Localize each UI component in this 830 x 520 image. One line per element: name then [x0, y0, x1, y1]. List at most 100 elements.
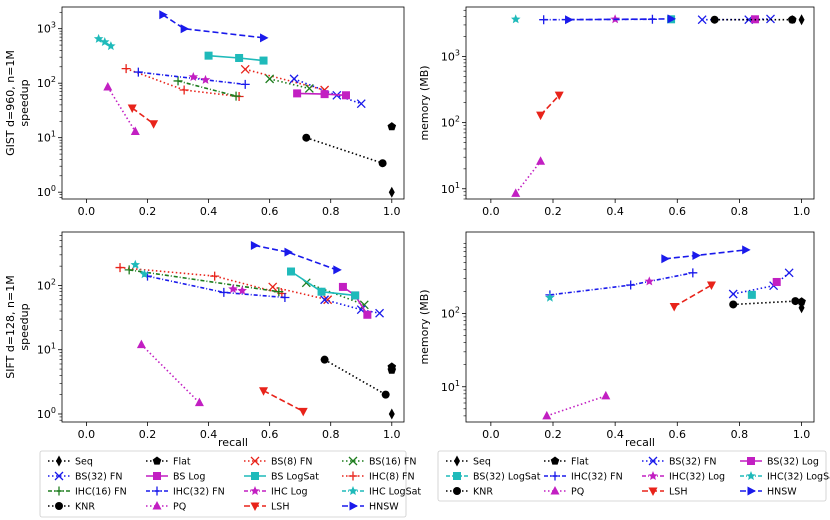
legend-item-seq: Seq	[48, 455, 93, 468]
point-bs-16-fn	[265, 74, 275, 84]
legend-item-pq: PQ	[544, 486, 584, 498]
legend-marker	[153, 472, 161, 480]
x-tick-label: 0.8	[322, 205, 340, 218]
plot-area	[511, 14, 805, 197]
x-tick-label: 0.2	[544, 428, 562, 441]
series-ihc-32-fn	[143, 271, 290, 303]
series-bs-log	[293, 89, 350, 100]
point-ihc-32-fn	[688, 268, 698, 278]
point-lsh	[298, 407, 308, 417]
panel-sift-memory: memory (MB) recall 0.0 0.2 0.4 0.6 0.8 1.0 101…	[418, 231, 815, 449]
point-hnsw	[180, 24, 190, 34]
legend-label: BS(32) FN	[669, 457, 716, 468]
point-ihc-32-fn	[240, 79, 250, 89]
series-lsh	[127, 104, 159, 129]
point-hnsw	[284, 247, 293, 257]
point-ihc-logsat	[130, 259, 140, 269]
y-axis-title: GIST d=960, n=1M	[4, 50, 17, 156]
legend-label: LSH	[271, 502, 289, 513]
point-bs-32-fn	[766, 14, 775, 24]
legend-label: Flat	[173, 457, 191, 468]
point-lsh	[149, 120, 159, 129]
point-bs-32-fn	[728, 289, 738, 299]
legend-label: KNR	[75, 502, 95, 513]
x-tick-label: 0.0	[78, 428, 96, 441]
series-line-hnsw	[664, 249, 746, 260]
legend-label: Seq	[473, 457, 491, 468]
point-hnsw	[692, 251, 701, 261]
series-ihc-log	[188, 72, 211, 84]
plot-area	[115, 240, 397, 420]
x-tick-label: 0.6	[669, 205, 687, 218]
legend-label: BS(32) LogSat	[473, 472, 541, 483]
point-ihc-32-fn	[280, 293, 290, 303]
y-axis-subtitle: speedup	[18, 79, 31, 126]
legend-label: BS(16) FN	[369, 457, 416, 468]
legend-label: BS(8) FN	[271, 457, 312, 468]
series-group	[511, 14, 805, 197]
legend-item-ihc-32-log: IHC(32) Log	[642, 471, 725, 483]
series-line-knr	[324, 359, 387, 396]
point-pq	[136, 339, 146, 349]
legend-marker	[54, 471, 64, 481]
point-bs-log	[338, 282, 347, 291]
series-flat	[387, 362, 397, 374]
point-ihc-32-log	[644, 276, 655, 286]
legend-label: HNSW	[369, 502, 399, 513]
legend-marker	[648, 487, 658, 496]
x-tick-label: 1.0	[383, 428, 401, 441]
series-ihc-16-fn	[173, 76, 241, 101]
point-ihc-32-fn	[219, 287, 229, 297]
y-axis-subtitle: speedup	[18, 303, 31, 350]
point-bs-log	[341, 91, 350, 100]
point-bs-logsat	[317, 287, 326, 296]
legend-label: BS(32) FN	[75, 472, 122, 483]
legend-item-knr: KNR	[446, 487, 493, 498]
series-bs-8-fn	[240, 64, 330, 95]
point-knr	[791, 297, 800, 306]
series-bs-32-logsat	[747, 290, 756, 299]
legend-marker	[550, 471, 560, 481]
point-ihc-log	[188, 72, 199, 81]
series-line-bs-16-fn	[269, 78, 310, 90]
legend-item-bs-log: BS Log	[146, 472, 205, 483]
series-bs-32-fn	[320, 295, 385, 318]
legend-label: IHC(32) FN	[173, 487, 225, 498]
y-tick-label: 102	[37, 277, 56, 292]
legend-frame	[39, 450, 407, 518]
series-pq	[103, 82, 140, 135]
series-lsh	[259, 387, 308, 417]
point-flat	[387, 122, 397, 131]
series-hnsw	[159, 10, 269, 43]
y-tick-label: 101	[37, 342, 56, 357]
axes-frame	[465, 231, 815, 423]
point-ihc-16-fn	[231, 91, 241, 101]
series-line-ihc-16-fn	[177, 80, 237, 97]
point-ihc-8-fn	[179, 85, 189, 95]
point-bs-logsat	[259, 56, 268, 65]
legend-marker	[453, 487, 461, 495]
axes-frame	[61, 6, 405, 200]
legend-marker	[152, 486, 162, 496]
point-bs-log	[363, 310, 372, 319]
series-line-lsh	[263, 389, 304, 413]
series-bs-32-fn	[728, 268, 794, 299]
series-bs-32-log	[772, 277, 781, 286]
plot-area	[93, 10, 397, 198]
legend-item-ihc-32-logsat: IHC(32) LogSat	[740, 471, 830, 483]
legend-label: IHC Log	[271, 487, 308, 498]
y-axis-title: SIFT d=128, n=1M	[4, 275, 17, 378]
legend-item-bs-logsat: BS LogSat	[244, 472, 319, 483]
series-seq	[388, 186, 395, 198]
legend-label: PQ	[571, 487, 584, 498]
series-line-bs-32-fn	[324, 298, 380, 314]
point-pq	[130, 126, 140, 135]
legend-item-bs-32-fn: BS(32) FN	[48, 472, 122, 483]
legend-marker	[648, 471, 658, 480]
point-ihc-8-fn	[121, 64, 131, 74]
series-ihc-8-fn	[121, 64, 244, 101]
x-tick-label: 0.6	[261, 205, 279, 218]
legend-item-pq: PQ	[146, 501, 186, 513]
point-hnsw	[260, 33, 269, 43]
